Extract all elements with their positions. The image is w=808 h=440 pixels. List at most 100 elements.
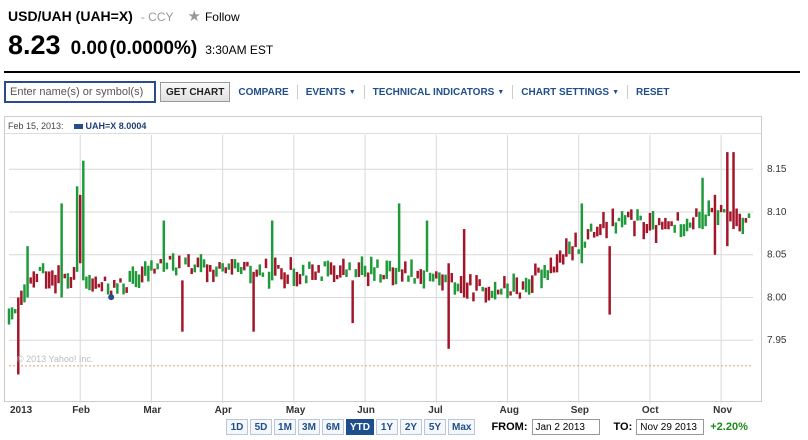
technical-indicators-menu[interactable]: TECHNICAL INDICATORS ▼ (365, 84, 513, 100)
candle-down (416, 270, 419, 279)
candle-up (506, 283, 509, 299)
follow-button[interactable]: ★ Follow (188, 9, 240, 24)
x-tick-label: May (286, 405, 306, 416)
range-button-max[interactable]: Max (448, 419, 476, 435)
y-tick-label: 7.95 (767, 335, 787, 346)
legend-swatch (73, 124, 83, 130)
candle-down (719, 204, 723, 213)
candle-down (450, 273, 454, 283)
symbol-search-input[interactable] (4, 81, 156, 103)
candle-up (304, 275, 308, 284)
candle-down (469, 274, 472, 286)
range-button-ytd[interactable]: YTD (346, 419, 374, 435)
candle-down (283, 272, 286, 289)
candle-up (143, 261, 147, 276)
candlestick-chart[interactable]: 7.95 8.00 8.05 8.10 8.15 2013 Feb Mar Apr May Jun J… (1, 117, 801, 417)
x-tick-label: Sep (571, 405, 589, 416)
range-selector: 1D 5D 1M 3M 6M YTD 1Y 2Y 5Y Max FROM: Jan 2 2013 … (226, 418, 748, 436)
candle-down (695, 208, 698, 217)
candle-up (360, 256, 364, 276)
reset-button[interactable]: RESET (628, 84, 677, 100)
chart-settings-menu[interactable]: CHART SETTINGS ▼ (513, 84, 627, 100)
chart-panel: Feb 15, 2013: UAH=X 8.0004 7.95 8.00 8.05 8… (4, 116, 787, 416)
candle-up (493, 281, 497, 300)
candle-down (592, 231, 596, 238)
candle-up (543, 264, 546, 279)
candle-down (549, 257, 553, 274)
candle-down (91, 278, 94, 292)
caret-down-icon: ▼ (612, 88, 619, 96)
price-change-pct: (0.0000%) (109, 38, 198, 59)
chart-toolbar: GET CHART COMPARE EVENTS▼ TECHNICAL INDI… (4, 80, 800, 104)
candle-up (215, 266, 218, 277)
candle-down (605, 221, 608, 239)
candle-up (193, 264, 197, 273)
candle-down (314, 271, 317, 280)
candle-down (218, 262, 221, 269)
candle-up (116, 283, 119, 294)
legend-date: Feb 15, 2013: (8, 121, 64, 131)
candle-down (274, 257, 277, 276)
candle-down (243, 261, 246, 271)
caret-down-icon: ▼ (348, 88, 356, 96)
range-button-1y[interactable]: 1Y (376, 419, 398, 435)
candle-up (267, 271, 271, 289)
header-divider (4, 71, 800, 73)
candle-down (329, 262, 333, 275)
candle-up (428, 272, 432, 282)
candle-up (41, 263, 45, 274)
range-button-2y[interactable]: 2Y (400, 419, 422, 435)
candle-down (503, 276, 506, 289)
get-chart-button[interactable]: GET CHART (160, 82, 231, 102)
range-button-1m[interactable]: 1M (274, 419, 296, 435)
candle-down (664, 217, 667, 230)
candle-up (422, 270, 426, 289)
candle-down (726, 152, 729, 247)
candle-down (509, 291, 512, 296)
candle-down (574, 232, 577, 248)
candle-down (289, 257, 292, 270)
candle-up (407, 275, 410, 282)
candle-down (459, 276, 463, 294)
x-tick-label: Jun (357, 405, 375, 416)
candle-down (298, 274, 302, 285)
candle-down (571, 246, 574, 261)
range-buttons: 1D 5D 1M 3M 6M YTD 1Y 2Y 5Y Max (226, 419, 477, 435)
range-button-6m[interactable]: 6M (322, 419, 344, 435)
candle-down (168, 255, 172, 260)
candle-down (109, 290, 113, 296)
range-button-3m[interactable]: 3M (298, 419, 320, 435)
candle-down (596, 226, 599, 237)
range-button-1d[interactable]: 1D (226, 419, 248, 435)
candle-down (32, 271, 36, 288)
candle-up (38, 266, 42, 271)
candle-down (103, 276, 107, 282)
candle-up (410, 259, 413, 277)
from-date-field[interactable]: Jan 2 2013 (531, 419, 600, 435)
candle-down (332, 265, 336, 283)
x-tick-label: Apr (215, 405, 232, 416)
events-menu[interactable]: EVENTS ▼ (298, 84, 364, 100)
compare-button[interactable]: COMPARE (230, 84, 296, 100)
candle-down (627, 211, 630, 218)
candle-down (311, 264, 314, 280)
y-tick-label: 8.05 (767, 250, 787, 261)
toolbar-divider (627, 85, 628, 99)
candle-down (187, 254, 190, 267)
candle-up (540, 269, 543, 289)
candle-down (48, 271, 51, 289)
range-button-5d[interactable]: 5D (250, 419, 272, 435)
candle-up (75, 186, 79, 272)
candle-up (85, 276, 88, 289)
candle-down (521, 281, 525, 290)
range-button-5y[interactable]: 5Y (424, 419, 446, 435)
candle-up (308, 261, 311, 269)
candle-up (701, 177, 704, 230)
candle-down (20, 290, 23, 305)
candle-down (462, 229, 466, 298)
candle-up (156, 263, 159, 270)
candle-down (611, 208, 615, 227)
y-tick-label: 8.10 (767, 207, 787, 218)
candle-up (7, 308, 11, 325)
to-date-field[interactable]: Nov 29 2013 (636, 419, 705, 435)
